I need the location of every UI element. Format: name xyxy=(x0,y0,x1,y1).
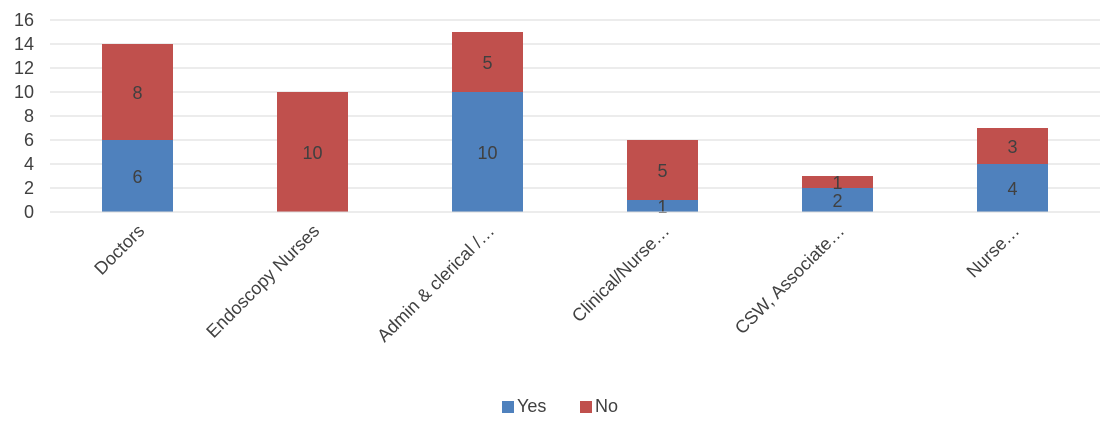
data-label-no-5: 3 xyxy=(1007,137,1017,157)
bar-yes-5 xyxy=(977,164,1048,212)
y-tick-label: 4 xyxy=(24,154,34,174)
x-category-label: Nurse… xyxy=(963,221,1024,282)
data-label-no-0: 8 xyxy=(132,83,142,103)
bar-yes-0 xyxy=(102,140,173,212)
data-label-yes-2: 10 xyxy=(477,143,497,163)
bar-no-0 xyxy=(102,44,173,140)
x-category-label: Clinical/Nurse… xyxy=(568,221,673,326)
gridlines xyxy=(50,19,1100,213)
legend-label-no: No xyxy=(595,396,618,416)
bar-yes-2 xyxy=(452,92,523,212)
y-tick-label: 0 xyxy=(24,202,34,222)
data-label-no-4: 1 xyxy=(832,173,842,193)
data-label-no-1: 10 xyxy=(302,143,322,163)
data-label-no-3: 5 xyxy=(657,161,667,181)
y-tick-label: 14 xyxy=(14,34,34,54)
x-axis: Doctors Endoscopy Nurses Admin & clerical … xyxy=(50,211,1100,346)
x-category-label: CSW, Associate… xyxy=(731,221,848,338)
bar-yes-3 xyxy=(627,200,698,212)
bar-no-4 xyxy=(802,176,873,188)
y-axis: 0 2 4 6 8 10 12 14 16 xyxy=(14,10,34,222)
bar-no-5 xyxy=(977,128,1048,164)
y-tick-label: 16 xyxy=(14,10,34,30)
data-label-yes-5: 4 xyxy=(1007,179,1017,199)
y-tick-label: 2 xyxy=(24,178,34,198)
legend: Yes No xyxy=(502,396,618,416)
x-category-label: Doctors xyxy=(90,221,148,279)
bars xyxy=(102,32,1048,212)
bar-no-3 xyxy=(627,140,698,200)
data-label-no-2: 5 xyxy=(482,53,492,73)
data-label-yes-3: 1 xyxy=(657,197,667,217)
bar-no-1 xyxy=(277,92,348,212)
y-tick-label: 12 xyxy=(14,58,34,78)
legend-swatch-no xyxy=(580,401,592,413)
y-tick-label: 6 xyxy=(24,130,34,150)
y-tick-label: 10 xyxy=(14,82,34,102)
legend-swatch-yes xyxy=(502,401,514,413)
data-label-yes-4: 2 xyxy=(832,191,842,211)
bar-yes-4 xyxy=(802,188,873,212)
x-category-label: Endoscopy Nurses xyxy=(202,221,323,342)
y-tick-label: 8 xyxy=(24,106,34,126)
data-label-yes-0: 6 xyxy=(132,167,142,187)
legend-label-yes: Yes xyxy=(517,396,546,416)
bar-no-2 xyxy=(452,32,523,92)
x-category-label: Admin & clerical /… xyxy=(373,221,498,346)
